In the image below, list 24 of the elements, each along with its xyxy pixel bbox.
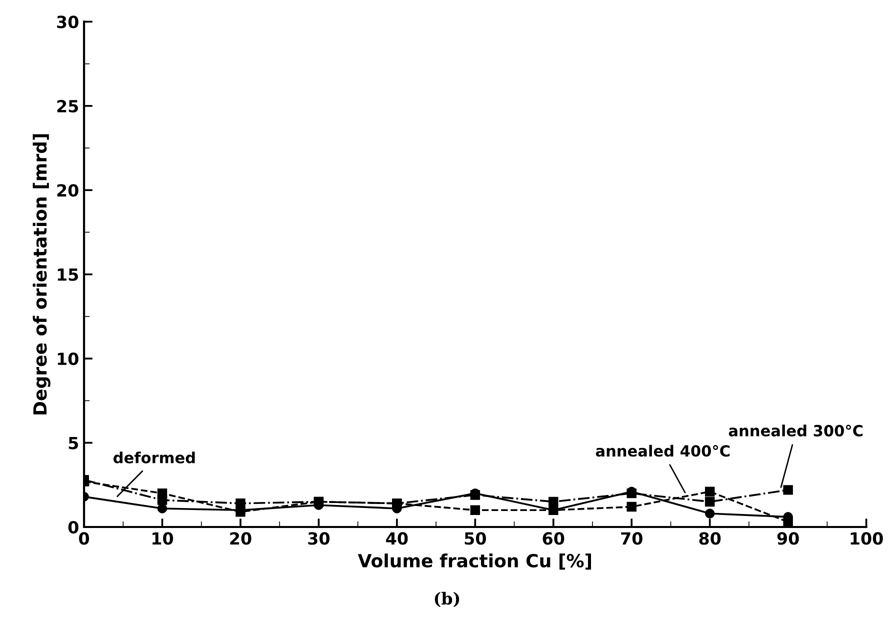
x-tick-label: 20: [230, 532, 252, 545]
text: annealed 300°C: [728, 424, 863, 436]
x-tick-label: 90: [777, 532, 799, 545]
x-tick-label: 10: [152, 532, 174, 545]
y-tick-label: 20: [57, 184, 78, 197]
y-tick-label: 30: [57, 16, 78, 28]
x-tick-label: 70: [621, 532, 642, 545]
x-tick-label: 80: [699, 532, 721, 545]
y-axis-title: Degree of orientation [mrd]: [32, 134, 50, 414]
text: annealed 400°C: [596, 444, 730, 457]
x-tick-label: 0: [79, 532, 90, 545]
x-tick-label: 100: [850, 532, 883, 545]
y-tick-label: 25: [57, 100, 78, 112]
y-tick-label: 0: [68, 520, 78, 534]
x-tick-label: 60: [542, 532, 564, 545]
x-tick-label: 50: [464, 532, 486, 545]
x-tick-label: 40: [386, 532, 408, 545]
y-tick-label: 10: [58, 352, 78, 366]
x-axis-title: Volume fraction Cu [%]: [358, 554, 591, 570]
text: (b): [434, 592, 460, 608]
text: deformed: [114, 452, 195, 464]
y-tick-label: 5: [68, 436, 78, 450]
x-tick-label: 30: [308, 532, 330, 545]
y-tick-label: 15: [58, 268, 78, 281]
